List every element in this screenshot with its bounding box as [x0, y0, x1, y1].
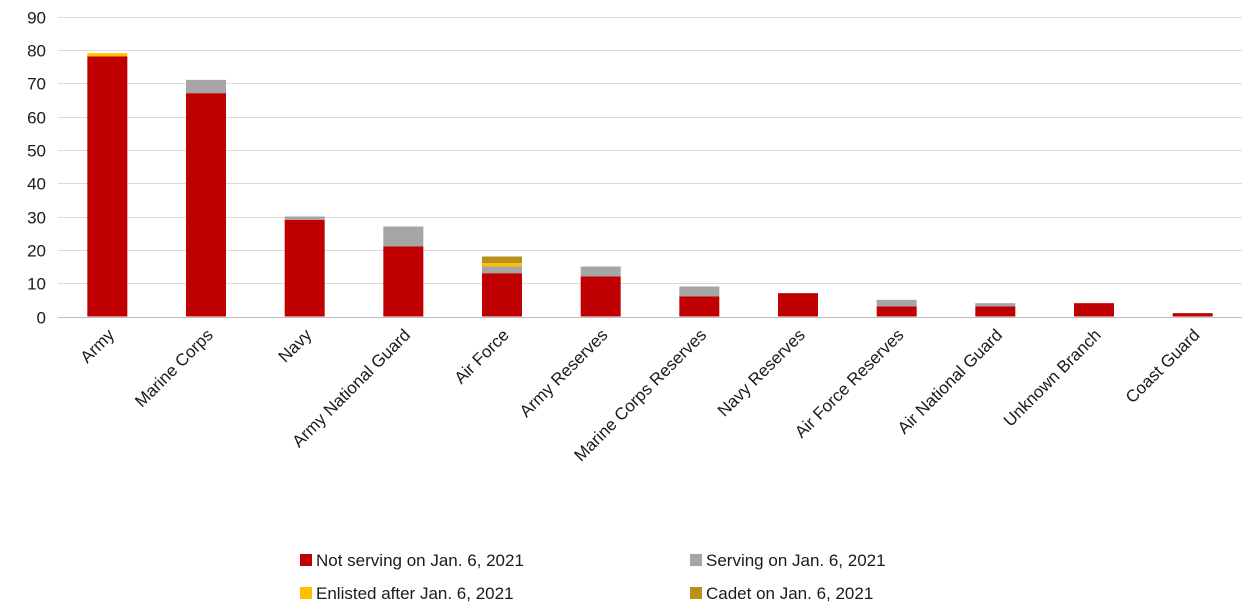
bar-air-force-not-serving-on-jan-6-2021 [482, 273, 522, 317]
y-tick-label-30: 30 [27, 209, 46, 228]
bar-air-force-cadet-on-jan-6-2021 [482, 256, 522, 264]
y-tick-label-90: 90 [27, 9, 46, 28]
y-tick-label-70: 70 [27, 75, 46, 94]
legend-swatch-serving-on-jan-6-2021 [690, 554, 702, 566]
x-tick-label-marine-corps: Marine Corps [131, 325, 217, 411]
bar-army-national-guard-not-serving-on-jan-6-2021 [383, 246, 424, 317]
bar-marine-corps-reserves-serving-on-jan-6-2021 [679, 286, 720, 297]
bar-navy-reserves-not-serving-on-jan-6-2021 [778, 293, 818, 317]
bar-air-national-guard-serving-on-jan-6-2021 [975, 303, 1016, 307]
bar-navy-not-serving-on-jan-6-2021 [284, 219, 325, 317]
x-tick-label-navy: Navy [275, 325, 316, 366]
bar-navy-serving-on-jan-6-2021 [284, 216, 325, 220]
gridlines [58, 17, 1242, 318]
bar-army-national-guard-serving-on-jan-6-2021 [383, 226, 424, 247]
bar-air-national-guard-not-serving-on-jan-6-2021 [975, 306, 1016, 317]
legend-item-not-serving-on-jan-6-2021: Not serving on Jan. 6, 2021 [300, 551, 524, 570]
legend-swatch-enlisted-after-jan-6-2021 [300, 587, 312, 599]
bar-army-not-serving-on-jan-6-2021 [87, 56, 128, 317]
y-tick-label-50: 50 [27, 142, 46, 161]
y-tick-label-40: 40 [27, 175, 46, 194]
legend-label-serving-on-jan-6-2021: Serving on Jan. 6, 2021 [706, 551, 886, 570]
bar-marine-corps-reserves-not-serving-on-jan-6-2021 [679, 296, 720, 317]
legend: Not serving on Jan. 6, 2021 Serving on Ja… [300, 551, 886, 603]
bar-unknown-branch-not-serving-on-jan-6-2021 [1074, 303, 1114, 317]
y-tick-label-0: 0 [37, 309, 46, 328]
bar-army-reserves-not-serving-on-jan-6-2021 [580, 276, 621, 317]
legend-label-cadet-on-jan-6-2021: Cadet on Jan. 6, 2021 [706, 584, 873, 603]
x-tick-label-navy-reserves: Navy Reserves [714, 325, 809, 420]
bar-air-force-reserves-serving-on-jan-6-2021 [876, 299, 917, 307]
x-tick-label-air-national-guard: Air National Guard [894, 325, 1006, 437]
x-tick-label-unknown-branch: Unknown Branch [1000, 325, 1105, 430]
y-tick-label-20: 20 [27, 242, 46, 261]
bar-army-enlisted-after-jan-6-2021 [87, 53, 128, 57]
y-axis-ticks: 0 10 20 30 40 50 60 70 80 90 [27, 9, 46, 328]
bar-air-force-enlisted-after-jan-6-2021 [482, 263, 522, 267]
x-tick-label-air-force: Air Force [451, 325, 513, 387]
x-tick-label-army: Army [77, 325, 119, 367]
x-tick-label-army-reserves: Army Reserves [516, 325, 612, 421]
x-tick-label-coast-guard: Coast Guard [1122, 325, 1204, 407]
x-tick-label-air-force-reserves: Air Force Reserves [791, 325, 907, 441]
bars [87, 53, 1213, 317]
bar-air-force-reserves-not-serving-on-jan-6-2021 [876, 306, 917, 317]
legend-label-not-serving-on-jan-6-2021: Not serving on Jan. 6, 2021 [316, 551, 524, 570]
y-tick-label-10: 10 [27, 275, 46, 294]
y-tick-label-80: 80 [27, 42, 46, 61]
bar-marine-corps-not-serving-on-jan-6-2021 [186, 93, 226, 317]
y-tick-label-60: 60 [27, 109, 46, 128]
legend-swatch-cadet-on-jan-6-2021 [690, 587, 702, 599]
legend-item-serving-on-jan-6-2021: Serving on Jan. 6, 2021 [690, 551, 886, 570]
legend-swatch-not-serving-on-jan-6-2021 [300, 554, 312, 566]
legend-item-cadet-on-jan-6-2021: Cadet on Jan. 6, 2021 [690, 584, 873, 603]
bar-air-force-serving-on-jan-6-2021 [482, 266, 522, 274]
legend-label-enlisted-after-jan-6-2021: Enlisted after Jan. 6, 2021 [316, 584, 514, 603]
bar-army-reserves-serving-on-jan-6-2021 [580, 266, 621, 277]
bar-marine-corps-serving-on-jan-6-2021 [186, 79, 226, 94]
legend-item-enlisted-after-jan-6-2021: Enlisted after Jan. 6, 2021 [300, 584, 514, 603]
bar-coast-guard-not-serving-on-jan-6-2021 [1172, 313, 1213, 317]
